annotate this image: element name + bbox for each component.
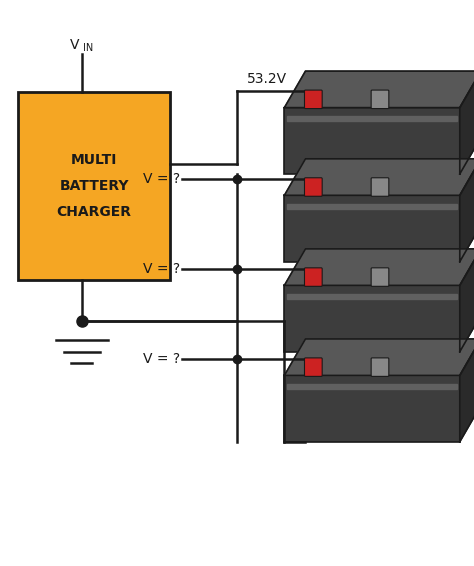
Polygon shape — [284, 249, 474, 285]
FancyBboxPatch shape — [371, 90, 389, 109]
FancyBboxPatch shape — [304, 90, 322, 109]
Text: 53.2V: 53.2V — [246, 72, 287, 86]
Polygon shape — [284, 339, 474, 375]
Polygon shape — [287, 294, 457, 299]
Text: V: V — [70, 38, 80, 52]
FancyBboxPatch shape — [371, 178, 389, 196]
FancyBboxPatch shape — [371, 268, 389, 286]
Polygon shape — [287, 204, 457, 209]
Text: V = ?: V = ? — [143, 171, 180, 186]
Text: IN: IN — [83, 43, 93, 53]
Polygon shape — [460, 71, 474, 174]
Polygon shape — [287, 116, 457, 121]
FancyBboxPatch shape — [18, 92, 170, 281]
Polygon shape — [284, 159, 474, 195]
Polygon shape — [460, 339, 474, 442]
Polygon shape — [460, 159, 474, 261]
Text: MULTI: MULTI — [71, 153, 117, 167]
FancyBboxPatch shape — [304, 358, 322, 376]
Polygon shape — [460, 249, 474, 351]
FancyBboxPatch shape — [284, 195, 460, 261]
Text: CHARGER: CHARGER — [56, 205, 131, 220]
FancyBboxPatch shape — [304, 268, 322, 286]
FancyBboxPatch shape — [284, 375, 460, 442]
Polygon shape — [287, 384, 457, 389]
FancyBboxPatch shape — [284, 108, 460, 174]
FancyBboxPatch shape — [371, 358, 389, 376]
FancyBboxPatch shape — [304, 178, 322, 196]
Text: BATTERY: BATTERY — [59, 179, 129, 193]
Text: V = ?: V = ? — [143, 352, 180, 366]
Text: V = ?: V = ? — [143, 262, 180, 276]
Polygon shape — [284, 71, 474, 108]
FancyBboxPatch shape — [284, 285, 460, 351]
